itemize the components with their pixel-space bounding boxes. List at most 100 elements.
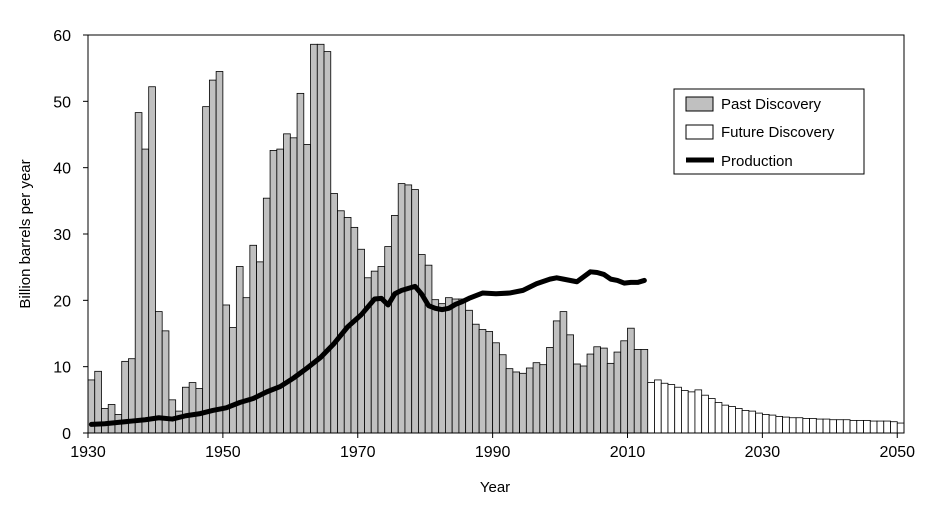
past-discovery-bar	[256, 261, 264, 434]
future-discovery-bar	[761, 414, 770, 434]
future-discovery-bar	[876, 420, 885, 434]
past-discovery-bar	[451, 298, 460, 434]
y-tick-label: 10	[53, 360, 71, 377]
past-discovery-bar	[229, 327, 237, 434]
future-discovery-bar	[836, 419, 844, 434]
past-discovery-bar	[498, 354, 507, 434]
past-discovery-bar	[350, 226, 359, 434]
future-discovery-bar	[674, 386, 682, 434]
past-discovery-bar	[316, 43, 325, 434]
x-tick-label: 1950	[205, 444, 241, 461]
legend-label-production: Production	[721, 153, 793, 170]
past-discovery-bar	[512, 371, 520, 434]
past-discovery-bar	[310, 43, 318, 434]
legend-swatch-past-discovery	[685, 96, 714, 112]
past-discovery-bar	[107, 404, 116, 434]
legend: Past Discovery Future Discovery Producti…	[673, 88, 865, 175]
past-discovery-bar	[519, 372, 527, 434]
past-discovery-bar	[424, 264, 433, 434]
future-discovery-bar	[815, 418, 824, 434]
future-discovery-bar	[654, 379, 662, 434]
future-discovery-bar	[748, 410, 757, 434]
future-discovery-bar	[869, 420, 878, 434]
past-discovery-bar	[101, 408, 109, 434]
past-discovery-bar	[559, 311, 568, 434]
past-discovery-bar	[296, 92, 305, 434]
past-discovery-bar	[606, 362, 615, 434]
past-discovery-bar	[620, 340, 628, 434]
x-tick-label: 1990	[475, 444, 511, 461]
past-discovery-bar	[337, 210, 345, 434]
y-tick-label: 60	[53, 28, 71, 45]
future-discovery-bar	[701, 394, 709, 434]
past-discovery-bar	[182, 386, 190, 434]
past-discovery-bar	[418, 254, 426, 434]
future-discovery-bar	[842, 419, 851, 434]
y-tick-label: 50	[53, 94, 71, 111]
x-axis: 1930 1950 1970 1990 2010 2030 2050	[70, 433, 915, 461]
x-tick-label: 2030	[745, 444, 781, 461]
past-discovery-bar	[573, 363, 581, 434]
y-tick-label: 0	[62, 426, 71, 443]
future-discovery-bar	[782, 416, 790, 434]
past-discovery-bar	[431, 299, 440, 434]
past-discovery-bar	[404, 184, 413, 434]
past-discovery-bar	[613, 351, 622, 434]
future-discovery-bar	[721, 404, 730, 434]
past-discovery-bar	[593, 346, 601, 434]
x-tick-label: 1970	[340, 444, 376, 461]
production-line	[88, 269, 647, 427]
past-discovery-bar	[539, 364, 547, 434]
past-discovery-bar	[357, 248, 365, 434]
past-discovery-bar	[633, 349, 642, 434]
x-tick-label: 2010	[610, 444, 646, 461]
future-discovery-bar	[755, 412, 763, 434]
future-discovery-bar	[708, 398, 716, 434]
future-discovery-bar	[728, 406, 736, 434]
past-discovery-bar	[391, 215, 399, 434]
past-discovery-bar	[141, 148, 150, 434]
past-discovery-bar	[471, 323, 480, 434]
future-discovery-bar	[741, 410, 750, 434]
past-discovery-bar	[202, 106, 210, 434]
y-tick-label: 20	[53, 293, 71, 310]
future-discovery-bar	[856, 419, 864, 434]
past-discovery-bar	[208, 79, 217, 434]
past-discovery-bar	[586, 353, 595, 434]
future-discovery-bar	[809, 418, 817, 434]
past-discovery-bar	[215, 71, 224, 434]
past-discovery-bar	[600, 347, 608, 434]
future-discovery-bar	[735, 408, 743, 434]
past-discovery-bar	[303, 144, 311, 434]
past-discovery-bar	[262, 197, 271, 434]
future-discovery-bar	[883, 420, 891, 434]
future-discovery-bar	[775, 416, 784, 434]
past-discovery-bar	[485, 331, 494, 434]
future-discovery-bar	[660, 382, 669, 434]
future-discovery-bar	[822, 418, 831, 434]
past-discovery-bar	[134, 112, 143, 434]
future-discovery-bar	[647, 382, 655, 434]
past-discovery-bar	[188, 382, 197, 434]
past-discovery-bar	[640, 349, 649, 434]
past-discovery-bar	[492, 342, 500, 434]
past-discovery-bar	[445, 297, 453, 434]
past-discovery-bar	[222, 304, 231, 434]
y-axis: 0 10 20 30 40 50 60	[53, 28, 88, 443]
future-discovery-bar	[795, 417, 804, 434]
past-discovery-bar	[384, 246, 392, 434]
past-discovery-bar	[465, 309, 473, 434]
past-discovery-bar	[289, 137, 298, 434]
future-discovery-bar	[768, 414, 777, 434]
past-discovery-bar	[323, 51, 332, 434]
past-discovery-bar	[505, 368, 514, 434]
future-discovery-bar	[788, 417, 797, 434]
future-discovery-bar	[890, 421, 898, 434]
past-discovery-bar	[458, 298, 467, 434]
past-discovery-bar	[525, 367, 534, 434]
past-discovery-bar	[438, 303, 446, 434]
future-discovery-bar	[687, 391, 696, 434]
future-discovery-bar	[849, 419, 858, 434]
future-discovery-bars	[647, 379, 905, 434]
